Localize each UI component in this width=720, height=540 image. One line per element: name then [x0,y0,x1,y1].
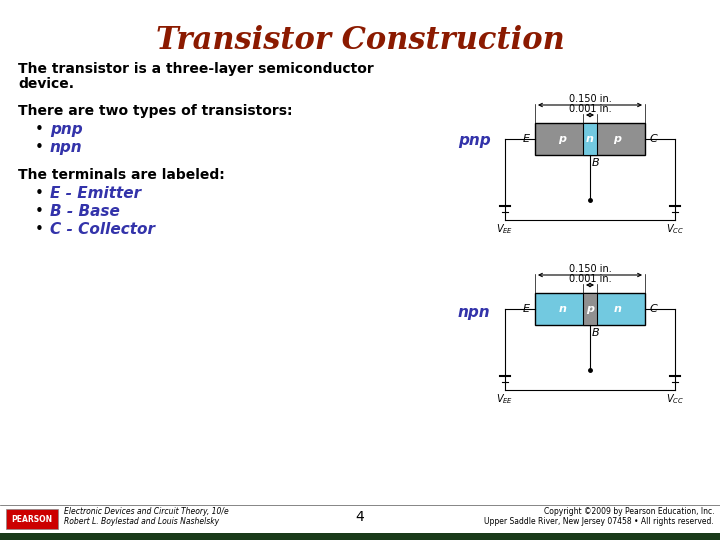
Text: n: n [613,304,621,314]
Text: Transistor Construction: Transistor Construction [156,25,564,56]
Bar [535,123,645,155]
Text: Robert L. Boylestad and Louis Nashelsky: Robert L. Boylestad and Louis Nashelsky [64,517,219,526]
Text: •: • [35,204,44,219]
Bar [583,293,597,325]
Text: 0.150 in.: 0.150 in. [569,264,611,274]
Text: Upper Saddle River, New Jersey 07458 • All rights reserved.: Upper Saddle River, New Jersey 07458 • A… [485,517,714,526]
Text: B: B [592,328,600,338]
Text: npn: npn [50,140,83,155]
Text: PEARSON: PEARSON [12,515,53,523]
Text: Copyright ©2009 by Pearson Education, Inc.: Copyright ©2009 by Pearson Education, In… [544,508,714,516]
Text: p: p [586,304,594,314]
Text: •: • [35,122,44,137]
Text: C: C [650,304,658,314]
Text: $V_{CC}$: $V_{CC}$ [666,222,684,236]
Text: pnp: pnp [458,132,490,147]
Text: npn: npn [458,305,490,320]
Text: 0.001 in.: 0.001 in. [569,104,611,114]
Text: There are two types of transistors:: There are two types of transistors: [18,104,292,118]
Text: The terminals are labeled:: The terminals are labeled: [18,168,225,182]
Bar [0,533,720,540]
Text: •: • [35,140,44,155]
Text: E: E [523,134,530,144]
Bar [583,123,597,155]
Text: $V_{CC}$: $V_{CC}$ [666,392,684,406]
Text: The transistor is a three-layer semiconductor: The transistor is a three-layer semicond… [18,62,374,76]
Text: device.: device. [18,77,74,91]
Text: E - Emitter: E - Emitter [50,186,141,201]
Text: Electronic Devices and Circuit Theory, 10/e: Electronic Devices and Circuit Theory, 1… [64,508,229,516]
Text: $V_{EE}$: $V_{EE}$ [496,222,513,236]
Text: p: p [559,134,567,144]
Text: E: E [523,304,530,314]
Text: p: p [613,134,621,144]
Text: 0.150 in.: 0.150 in. [569,94,611,104]
Text: 0.001 in.: 0.001 in. [569,274,611,284]
Bar [535,293,645,325]
Text: $V_{EE}$: $V_{EE}$ [496,392,513,406]
Text: •: • [35,186,44,201]
Text: C - Collector: C - Collector [50,222,155,237]
Bar [6,509,58,529]
Text: B - Base: B - Base [50,204,120,219]
Text: n: n [559,304,567,314]
Text: 4: 4 [356,510,364,524]
Text: pnp: pnp [50,122,83,137]
Text: C: C [650,134,658,144]
Text: B: B [592,158,600,168]
Text: •: • [35,222,44,237]
Text: n: n [586,134,594,144]
